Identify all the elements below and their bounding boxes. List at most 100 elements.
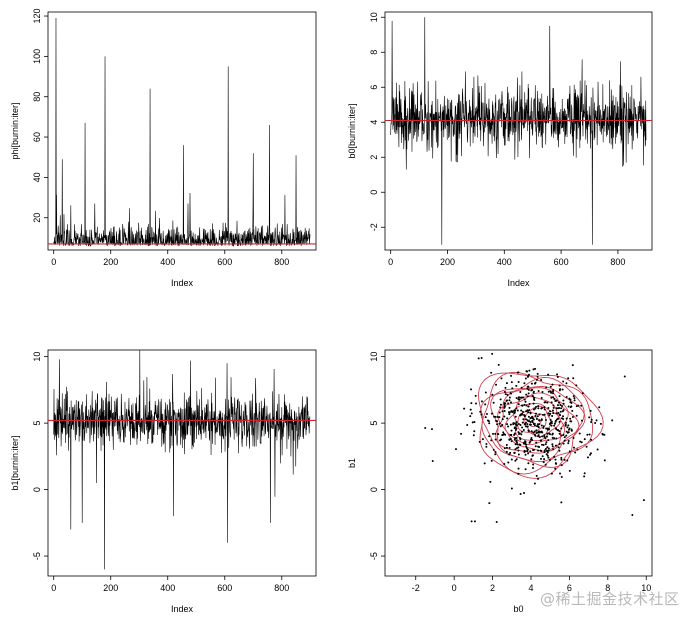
- scatter-point: [551, 433, 554, 436]
- scatter-point: [559, 388, 562, 391]
- scatter-point: [536, 375, 539, 378]
- scatter-point: [501, 433, 504, 436]
- scatter-point: [500, 377, 503, 380]
- scatter-point: [560, 407, 563, 410]
- scatter-point: [527, 405, 530, 408]
- scatter-point: [540, 443, 543, 446]
- scatter-point: [509, 423, 512, 426]
- scatter-point: [566, 431, 569, 434]
- scatter-point: [503, 463, 506, 466]
- x-axis-label: Index: [507, 278, 530, 288]
- scatter-point: [523, 440, 526, 443]
- scatter-point: [575, 405, 578, 408]
- scatter-point: [557, 412, 560, 415]
- scatter-point: [514, 459, 517, 462]
- scatter-point: [540, 439, 543, 442]
- scatter-point: [524, 442, 527, 445]
- scatter-point: [532, 368, 535, 371]
- scatter-point: [546, 432, 549, 435]
- y-tick-label: 8: [369, 50, 379, 55]
- scatter-point: [559, 414, 562, 417]
- scatter-point: [508, 396, 511, 399]
- scatter-point: [494, 451, 497, 454]
- scatter-point: [535, 412, 537, 415]
- contour-ring: [513, 402, 561, 442]
- scatter-point: [550, 401, 553, 404]
- scatter-point: [515, 423, 518, 426]
- scatter-point: [484, 391, 487, 394]
- scatter-point: [523, 382, 526, 385]
- y-tick-label: 60: [32, 132, 42, 142]
- scatter-point: [567, 442, 570, 445]
- scatter-point: [590, 418, 593, 421]
- scatter-point: [552, 404, 555, 407]
- scatter-point: [555, 428, 558, 431]
- scatter-point: [573, 397, 576, 400]
- x-tick-label: 2: [490, 583, 495, 593]
- scatter-point: [543, 435, 546, 438]
- scatter-point: [537, 449, 540, 452]
- scatter-point: [532, 449, 535, 452]
- scatter-point: [589, 452, 592, 455]
- scatter-point: [547, 432, 550, 435]
- y-tick-label: 10: [369, 12, 379, 22]
- scatter-point: [553, 455, 556, 458]
- scatter-point: [528, 373, 531, 376]
- scatter-point: [519, 493, 522, 495]
- scatter-point: [552, 390, 554, 393]
- scatter-point: [550, 472, 553, 475]
- scatter-point: [513, 409, 516, 412]
- scatter-point: [537, 407, 540, 410]
- scatter-point: [550, 422, 553, 425]
- scatter-point: [558, 395, 561, 398]
- scatter-point: [488, 502, 491, 505]
- scatter-point: [490, 439, 493, 442]
- scatter-point: [531, 388, 534, 391]
- x-tick-label: 200: [440, 257, 455, 267]
- scatter-point: [567, 428, 570, 431]
- scatter-point: [527, 415, 530, 418]
- scatter-point: [541, 431, 544, 434]
- scatter-point: [490, 371, 493, 374]
- y-tick-label: 4: [369, 120, 379, 125]
- scatter-point: [522, 410, 525, 413]
- scatter-point: [526, 395, 529, 398]
- x-tick-label: 600: [554, 257, 569, 267]
- scatter-point: [520, 386, 523, 389]
- scatter-point: [501, 410, 504, 413]
- scatter-point: [547, 439, 550, 442]
- scatter-point: [529, 420, 532, 423]
- scatter-point: [513, 422, 516, 425]
- scatter-point: [528, 369, 531, 372]
- scatter-point: [538, 419, 541, 422]
- scatter-point: [569, 417, 572, 420]
- scatter-point: [533, 399, 536, 402]
- scatter-point: [543, 406, 546, 409]
- scatter-point: [571, 409, 574, 412]
- scatter-point: [501, 424, 504, 427]
- scatter-point: [596, 448, 599, 451]
- scatter-point: [485, 412, 488, 415]
- scatter-point: [542, 425, 545, 428]
- scatter-point: [527, 411, 530, 414]
- scatter-point: [538, 431, 541, 434]
- scatter-point: [547, 390, 550, 393]
- scatter-point: [473, 520, 476, 523]
- scatter-point: [533, 482, 536, 485]
- scatter-point: [547, 456, 550, 459]
- scatter-point: [572, 437, 575, 440]
- scatter-point: [502, 431, 505, 434]
- scatter-point: [527, 388, 530, 391]
- scatter-point: [525, 418, 527, 421]
- scatter-point: [569, 401, 572, 404]
- scatter-point: [560, 434, 563, 437]
- scatter-point: [545, 453, 548, 456]
- scatter-point: [538, 436, 541, 438]
- scatter-point: [515, 407, 518, 410]
- x-tick-label: 0: [51, 257, 56, 267]
- scatter-point: [481, 438, 484, 441]
- y-tick-label: 40: [32, 172, 42, 182]
- scatter-point: [525, 410, 528, 413]
- scatter-point: [563, 436, 566, 439]
